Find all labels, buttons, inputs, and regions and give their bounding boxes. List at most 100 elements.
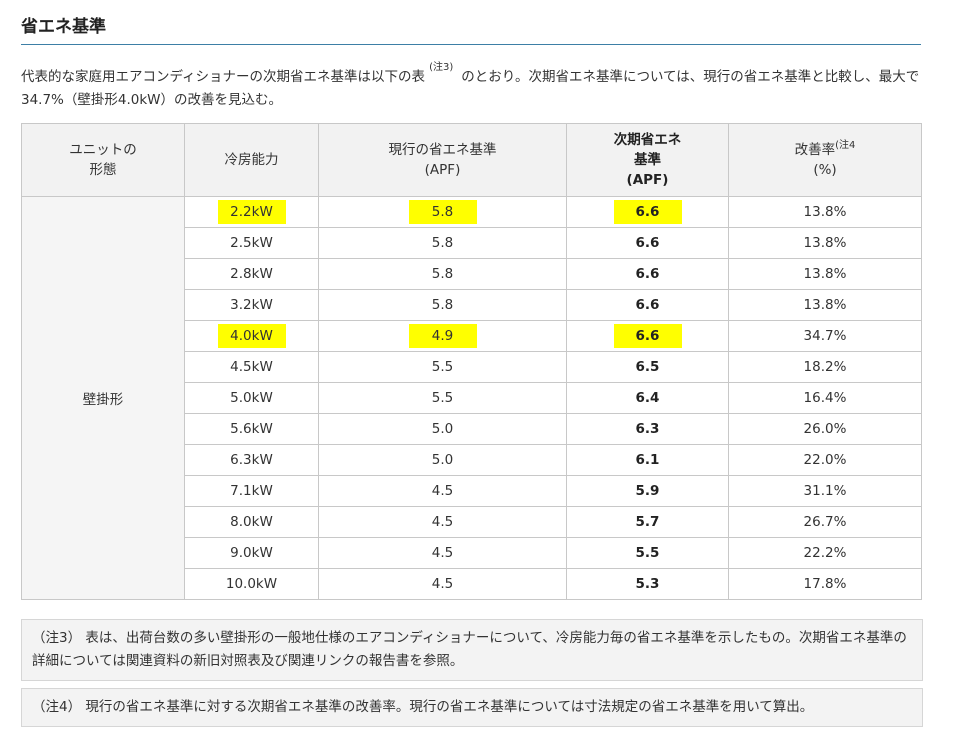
unit-type-cell: 壁掛形 (21, 196, 185, 600)
rate-value: 13.8% (803, 235, 847, 251)
rate-cell: 22.2% (728, 537, 922, 569)
next-cell: 5.5 (566, 537, 729, 569)
note-4: （注4） 現行の省エネ基準に対する次期省エネ基準の改善率。現行の省エネ基準につい… (21, 688, 923, 727)
capacity-cell: 8.0kW (184, 506, 319, 538)
rate-note-ref: (注4 (835, 140, 856, 151)
capacity-cell: 2.5kW (184, 227, 319, 259)
rate-cell: 13.8% (728, 196, 922, 228)
rate-cell: 13.8% (728, 289, 922, 321)
current-value: 5.8 (431, 266, 454, 282)
current-value: 4.5 (431, 576, 454, 592)
capacity-value: 5.0kW (230, 390, 273, 406)
table-body: 壁掛形 2.2kW 5.8 6.6 13.8% 2.5kW 5.8 6.6 13.8% 2.8kW… (21, 196, 922, 600)
capacity-cell: 2.8kW (184, 258, 319, 290)
intro-text-after: のとおり。次期省エネ基準については、現行の省エネ基準と比較し、最大で34.7%（… (21, 69, 920, 108)
rate-cell: 34.7% (728, 320, 922, 352)
next-value: 5.7 (635, 514, 660, 530)
capacity-value: 2.8kW (230, 266, 273, 282)
current-cell: 5.5 (318, 382, 567, 414)
current-value: 5.8 (431, 235, 454, 251)
table-row: 5.0kW 5.5 6.4 16.4% (22, 382, 922, 414)
current-cell: 5.8 (318, 258, 567, 290)
current-value: 5.5 (431, 390, 454, 406)
capacity-value: 10.0kW (225, 576, 278, 592)
rate-value: 26.0% (803, 421, 847, 437)
header-improvement-rate: 改善率(注4 (%) (728, 123, 922, 197)
table-header-row: ユニットの 形態 冷房能力 現行の省エネ基準 (APF) 次期省エネ 基準 (APF) … (21, 123, 922, 197)
next-cell: 5.9 (566, 475, 729, 507)
rate-value: 22.2% (803, 545, 847, 561)
intro-paragraph: 代表的な家庭用エアコンディショナーの次期省エネ基準は以下の表(注3)のとおり。次… (21, 63, 926, 112)
rate-cell: 26.0% (728, 413, 922, 445)
rate-value: 13.8% (803, 297, 847, 313)
current-cell: 5.0 (318, 444, 567, 476)
current-cell: 5.0 (318, 413, 567, 445)
capacity-cell: 4.5kW (184, 351, 319, 383)
rate-value: 13.8% (803, 266, 847, 282)
rate-cell: 22.0% (728, 444, 922, 476)
current-value: 5.5 (431, 359, 454, 375)
next-value: 6.6 (635, 266, 660, 282)
intro-text-before: 代表的な家庭用エアコンディショナーの次期省エネ基準は以下の表 (21, 69, 426, 85)
header-next-standard: 次期省エネ 基準 (APF) (566, 123, 729, 197)
next-cell: 6.3 (566, 413, 729, 445)
capacity-cell: 5.6kW (184, 413, 319, 445)
capacity-cell: 2.2kW (184, 196, 319, 228)
next-value: 6.3 (635, 421, 660, 437)
current-value: 4.5 (431, 483, 454, 499)
capacity-value: 2.5kW (230, 235, 273, 251)
capacity-value: 6.3kW (230, 452, 273, 468)
table-row: 8.0kW 4.5 5.7 26.7% (22, 506, 922, 538)
current-cell: 4.5 (318, 475, 567, 507)
current-cell: 4.9 (318, 320, 567, 352)
rate-value: 34.7% (803, 328, 847, 344)
rate-cell: 13.8% (728, 258, 922, 290)
capacity-value: 9.0kW (230, 545, 273, 561)
energy-standard-table: ユニットの 形態 冷房能力 現行の省エネ基準 (APF) 次期省エネ 基準 (APF) … (21, 123, 922, 600)
next-value: 6.4 (635, 390, 660, 406)
header-cooling-capacity: 冷房能力 (184, 123, 319, 197)
rate-cell: 13.8% (728, 227, 922, 259)
current-value: 4.5 (431, 514, 454, 530)
rate-value: 26.7% (803, 514, 847, 530)
next-cell: 6.1 (566, 444, 729, 476)
capacity-value: 2.2kW (217, 200, 286, 224)
capacity-value: 3.2kW (230, 297, 273, 313)
next-cell: 6.6 (566, 289, 729, 321)
current-cell: 5.5 (318, 351, 567, 383)
table-row: 7.1kW 4.5 5.9 31.1% (22, 475, 922, 507)
current-value: 5.8 (431, 297, 454, 313)
next-cell: 6.6 (566, 320, 729, 352)
next-value: 5.3 (635, 576, 660, 592)
current-cell: 4.5 (318, 506, 567, 538)
table-row: 10.0kW 4.5 5.3 17.8% (22, 568, 922, 600)
next-cell: 6.5 (566, 351, 729, 383)
table-row: 4.5kW 5.5 6.5 18.2% (22, 351, 922, 383)
rate-cell: 18.2% (728, 351, 922, 383)
current-value: 4.9 (408, 324, 477, 348)
next-value: 6.5 (635, 359, 660, 375)
next-value: 6.6 (613, 324, 682, 348)
header-unit-type: ユニットの 形態 (21, 123, 185, 197)
next-value: 6.1 (635, 452, 660, 468)
rate-cell: 26.7% (728, 506, 922, 538)
capacity-value: 5.6kW (230, 421, 273, 437)
title-divider (21, 44, 921, 45)
capacity-cell: 4.0kW (184, 320, 319, 352)
next-cell: 6.4 (566, 382, 729, 414)
rate-cell: 31.1% (728, 475, 922, 507)
rate-cell: 17.8% (728, 568, 922, 600)
table-row: 6.3kW 5.0 6.1 22.0% (22, 444, 922, 476)
next-value: 5.5 (635, 545, 660, 561)
rate-value: 18.2% (803, 359, 847, 375)
next-value: 6.6 (635, 235, 660, 251)
next-cell: 6.6 (566, 258, 729, 290)
current-cell: 5.8 (318, 196, 567, 228)
section-title: 省エネ基準 (21, 17, 106, 37)
current-cell: 4.5 (318, 568, 567, 600)
current-value: 5.8 (408, 200, 477, 224)
next-cell: 5.3 (566, 568, 729, 600)
current-value: 5.0 (431, 452, 454, 468)
rate-value: 31.1% (803, 483, 847, 499)
capacity-value: 4.0kW (217, 324, 286, 348)
